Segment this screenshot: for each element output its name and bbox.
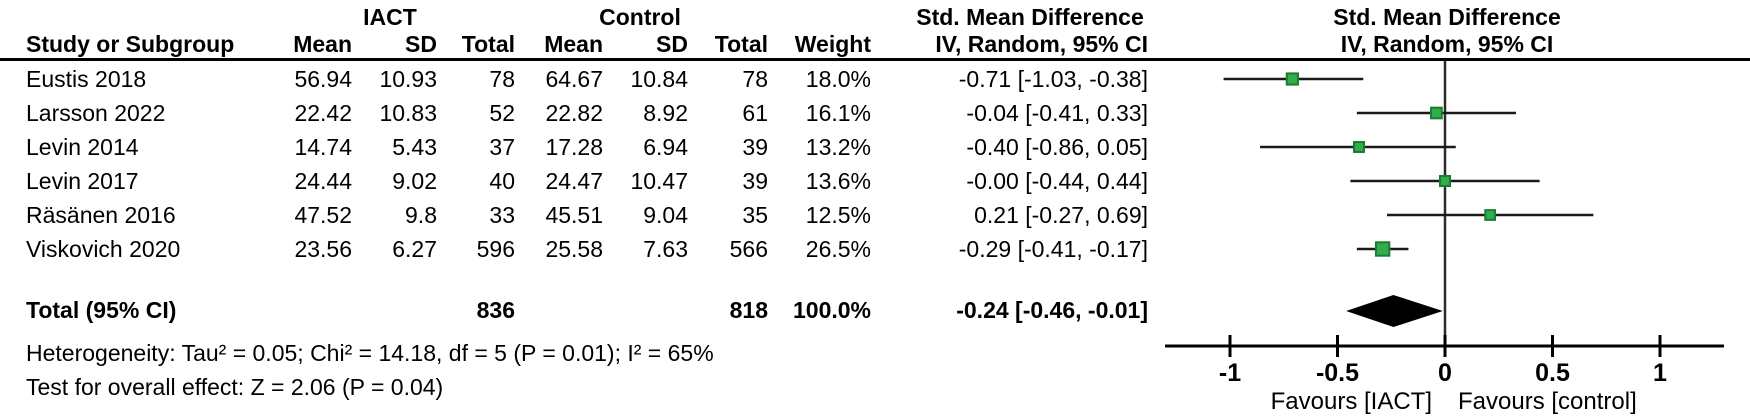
table-cell-total2: 35 (742, 202, 768, 228)
table-cell-mean2: 25.58 (545, 236, 603, 262)
table-cell-mean2: 64.67 (545, 66, 603, 92)
table-cell-header-5: SD (656, 31, 688, 57)
table-cell-header-2: SD (405, 31, 437, 57)
summary-diamond (1346, 295, 1443, 327)
table-cell-header-3: Total (461, 31, 515, 57)
table-cell-smd: -0.71 [-1.03, -0.38] (958, 66, 1148, 92)
table-cell-header-8: IV, Random, 95% CI (935, 31, 1148, 57)
effect-square (1285, 72, 1299, 86)
table-cell-sd1: 9.8 (405, 202, 437, 228)
table-cell-mean1: 14.74 (294, 134, 352, 160)
effect-square (1353, 141, 1365, 153)
table-cell-total-smd: -0.24 [-0.46, -0.01] (956, 297, 1148, 323)
table-cell-weight: 16.1% (805, 100, 871, 126)
table-cell-mean1: 22.42 (294, 100, 352, 126)
table-cell-mean1: 56.94 (294, 66, 352, 92)
table-cell-header-7: Weight (794, 31, 871, 57)
table-cell-study: Larsson 2022 (26, 100, 166, 126)
effect-square (1484, 209, 1497, 221)
table-cell-smd: -0.40 [-0.86, 0.05] (966, 134, 1148, 160)
favours-left-label: Favours [IACT] (1271, 388, 1432, 415)
table-cell-mean2: 24.47 (545, 168, 603, 194)
group-header-control: Control (599, 4, 681, 30)
table-cell-sd2: 7.63 (643, 236, 688, 262)
table-cell-sd2: 8.92 (643, 100, 688, 126)
table-cell-total2: 78 (742, 66, 768, 92)
table-cell-mean2: 45.51 (545, 202, 603, 228)
table-cell-total2: 61 (742, 100, 768, 126)
table-cell-sd2: 10.84 (630, 66, 688, 92)
smd-column-header: Std. Mean Difference (916, 4, 1144, 30)
table-cell-mean2: 22.82 (545, 100, 603, 126)
effect-square (1430, 106, 1443, 120)
table-cell-sd1: 6.27 (392, 236, 437, 262)
table-cell-total2: 566 (729, 236, 768, 262)
table-cell-header-0: Study or Subgroup (26, 31, 235, 57)
table-cell-sd1: 9.02 (392, 168, 437, 194)
table-cell-total1: 40 (489, 168, 515, 194)
axis-tick-label: 0.5 (1535, 359, 1570, 387)
table-cell-header-4: Mean (544, 31, 603, 57)
table-cell-smd: -0.00 [-0.44, 0.44] (966, 168, 1148, 194)
plot-header-title: Std. Mean Difference (1333, 4, 1561, 30)
table-cell-total1: 596 (476, 236, 515, 262)
table-cell-total1: 78 (489, 66, 515, 92)
table-cell-header-1: Mean (293, 31, 352, 57)
table-cell-study: Viskovich 2020 (26, 236, 181, 262)
table-cell-header-6: Total (714, 31, 768, 57)
effect-square (1374, 241, 1391, 257)
table-cell-sd1: 10.93 (379, 66, 437, 92)
table-cell-sd2: 10.47 (630, 168, 688, 194)
plot-header-method: IV, Random, 95% CI (1340, 31, 1554, 57)
table-cell-weight: 13.6% (805, 168, 871, 194)
favours-right-label: Favours [control] (1458, 388, 1637, 415)
table-cell-sd2: 9.04 (643, 202, 688, 228)
group-header-iact: IACT (363, 4, 417, 30)
table-cell-weight: 13.2% (805, 134, 871, 160)
table-cell-weight: 26.5% (805, 236, 871, 262)
table-cell-total-study: Total (95% CI) (26, 297, 177, 323)
table-cell-smd: -0.29 [-0.41, -0.17] (958, 236, 1148, 262)
axis-tick-label: -0.5 (1316, 359, 1359, 387)
table-cell-mean1: 24.44 (294, 168, 352, 194)
header-underline (0, 58, 1750, 61)
table-cell-mean1: 23.56 (294, 236, 352, 262)
table-cell-sd1: 5.43 (392, 134, 437, 160)
table-cell-smd: -0.04 [-0.41, 0.33] (966, 100, 1148, 126)
table-cell-total1: 37 (489, 134, 515, 160)
table-cell-total2: 39 (742, 168, 768, 194)
table-cell-total2: 39 (742, 134, 768, 160)
table-cell-sd1: 10.83 (379, 100, 437, 126)
table-cell-study: Levin 2014 (26, 134, 139, 160)
effect-square (1438, 174, 1452, 188)
table-cell-total-weight: 100.0% (792, 297, 871, 323)
table-cell-weight: 18.0% (805, 66, 871, 92)
axis-tick-label: 0 (1438, 359, 1452, 387)
table-cell-mean2: 17.28 (545, 134, 603, 160)
table-cell-sd2: 6.94 (643, 134, 688, 160)
table-cell-weight: 12.5% (805, 202, 871, 228)
table-cell-total1: 33 (489, 202, 515, 228)
axis-tick-label: 1 (1653, 359, 1667, 387)
axis-tick-label: -1 (1219, 359, 1241, 387)
table-cell-study: Eustis 2018 (26, 66, 147, 92)
table-cell-mean1: 47.52 (294, 202, 352, 228)
overall-effect-text: Test for overall effect: Z = 2.06 (P = 0… (26, 374, 444, 400)
table-cell-smd: 0.21 [-0.27, 0.69] (974, 202, 1148, 228)
table-cell-study: Levin 2017 (26, 168, 139, 194)
table-cell-total-total2: 818 (729, 297, 768, 323)
table-cell-study: Räsänen 2016 (26, 202, 176, 228)
table-cell-total-total1: 836 (476, 297, 515, 323)
heterogeneity-text: Heterogeneity: Tau² = 0.05; Chi² = 14.18… (26, 340, 714, 366)
table-cell-total1: 52 (489, 100, 515, 126)
